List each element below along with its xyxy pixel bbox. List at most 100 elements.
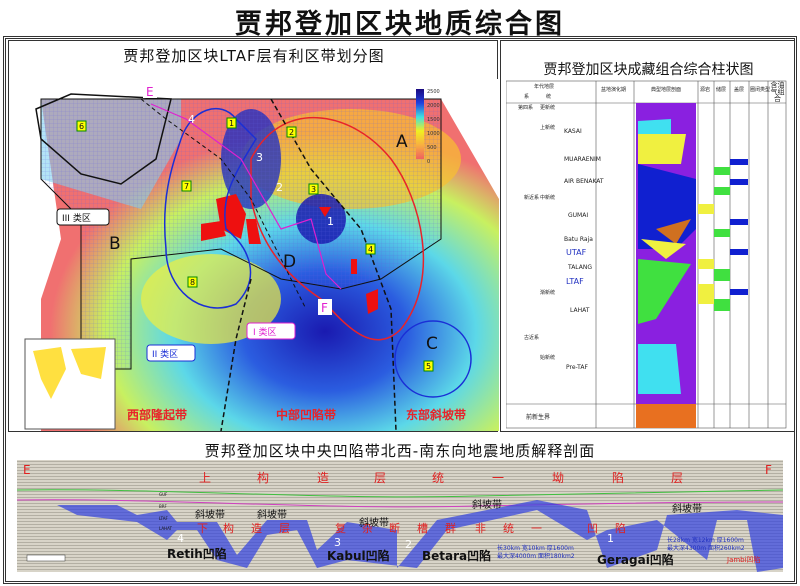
colorbar-tick: 2500 xyxy=(427,89,440,95)
upper-char: 统 xyxy=(432,471,444,485)
class1-label: I 类区 xyxy=(253,326,277,338)
header-basin: 盆地演化期 xyxy=(601,86,626,93)
section-end-e: E xyxy=(23,463,31,477)
belt-west: 西部隆起带 xyxy=(127,407,187,422)
horizon-label: LTAF xyxy=(159,516,169,521)
series-label: 始新统 xyxy=(540,354,555,361)
lower-char: 下 xyxy=(197,522,208,535)
lower-char: 层 xyxy=(279,522,290,535)
section-title: 贾邦登加区块中央凹陷带北西-南东向地震地质解释剖面 xyxy=(204,442,596,460)
upper-char: 上 xyxy=(199,471,211,485)
upper-char: 层 xyxy=(671,471,683,485)
depression-label: 3 xyxy=(256,151,263,164)
play-ltaf: LTAF xyxy=(566,277,584,286)
section-end-f-box xyxy=(318,299,332,315)
belt-boundary-east xyxy=(270,98,397,431)
upper-char: 层 xyxy=(374,471,386,485)
header-play: 含油气组合 xyxy=(770,81,785,103)
header-series: 统 xyxy=(546,93,551,100)
depression-name: Retih凹陷 xyxy=(167,546,227,561)
slope-label: 斜坡带 xyxy=(195,508,225,521)
geragai-info: 长28km 宽12km 厚1600m xyxy=(667,536,744,544)
belt-boundary-west xyxy=(220,278,252,431)
formation-talang: TALANG xyxy=(567,264,592,271)
upper-char: 造 xyxy=(317,471,329,485)
upper-char: 构 xyxy=(257,470,269,485)
depression-name: Geragai凹陷 xyxy=(597,552,674,567)
depression-name: Betara凹陷 xyxy=(422,548,491,563)
colorbar-tick: 2000 xyxy=(427,103,440,109)
pre-tertiary-label: 前新生界 xyxy=(526,413,550,421)
prospect-8: 8 xyxy=(190,278,195,287)
section-end-f: F xyxy=(321,301,328,315)
lower-char: 凹 xyxy=(587,522,598,535)
lower-char: 统 xyxy=(503,522,514,535)
formation-kasai: KASAI xyxy=(564,128,582,135)
section-end-e: E xyxy=(146,85,154,99)
upper-char: 陷 xyxy=(612,470,624,485)
prospect-3: 3 xyxy=(311,185,316,194)
lower-char: 非 xyxy=(475,522,486,535)
lower-char: 群 xyxy=(445,521,456,535)
lower-char: 槽 xyxy=(417,522,428,535)
header-chrono: 年代地层 xyxy=(534,83,554,90)
fault-line xyxy=(140,98,307,310)
colorbar xyxy=(416,89,424,159)
zone-label-d: D xyxy=(283,252,296,272)
belt-central: 中部凹陷带 xyxy=(276,407,336,422)
class2-outline xyxy=(163,108,257,309)
high-area xyxy=(141,254,281,344)
zone-label-c: C xyxy=(426,334,438,354)
stratigraphic-column: 年代地层 系 统 盆地演化期 典型地层剖面 源岩 储层 盖层 圈闭类型 第四系 … xyxy=(506,80,787,429)
depression-number: 1 xyxy=(607,532,614,545)
horizon-pink xyxy=(17,499,783,508)
upper-sequence-label: 上 构 造 层 统 一 坳 陷 层 xyxy=(199,470,683,485)
formation-airbenakat: AIR BENAKAT xyxy=(564,178,604,185)
horizon-label: GUF xyxy=(159,492,168,497)
system-label: 新近系 xyxy=(524,194,539,201)
jambi-label: Jambi凹陷 xyxy=(726,555,761,564)
system-label: 古近系 xyxy=(524,334,539,341)
lower-char: 陷 xyxy=(615,521,626,535)
slope-label: 斜坡带 xyxy=(472,498,502,511)
depression-label: 2 xyxy=(276,181,283,194)
lithology-profile xyxy=(636,103,696,428)
colorbar-tick: 0 xyxy=(427,159,430,165)
prospect-4: 4 xyxy=(368,245,373,254)
class1-callout xyxy=(246,322,296,340)
betara-info: 最大深4000m 面积180km2 xyxy=(497,552,575,560)
class3-label: III 类区 xyxy=(62,212,91,224)
header-trap: 圈闭类型 xyxy=(750,86,770,93)
class2-label: II 类区 xyxy=(152,348,178,360)
header-reservoir: 储层 xyxy=(716,86,726,93)
upper-char: 一 xyxy=(492,471,504,485)
slope-labels: 斜坡带 斜坡带 斜坡带 斜坡带 斜坡带 xyxy=(195,498,702,529)
formation-muaraenim: MUARAENIM xyxy=(564,156,601,163)
prospect-2: 2 xyxy=(289,128,294,137)
series-label: 中新统 xyxy=(540,194,555,201)
header-source: 源岩 xyxy=(700,86,710,93)
formation-lahat: LAHAT xyxy=(570,307,590,314)
horizon-label: LAHAT xyxy=(159,526,172,531)
map-title: 贾邦登加区块LTAF层有利区带划分图 xyxy=(123,47,385,65)
series-label: 更新统 xyxy=(540,104,555,111)
depression-number: 3 xyxy=(334,536,341,549)
depression-label: 1 xyxy=(327,215,334,228)
inset-blocks xyxy=(33,347,106,399)
prospect-1: 1 xyxy=(229,119,234,128)
class2-callout xyxy=(146,344,196,362)
stratigraphic-column-panel: 贾邦登加区块成藏组合综合柱状图 年代地层 系 统 盆地演化期 典型地层剖面 源岩… xyxy=(500,40,795,432)
horizon-green xyxy=(17,489,783,498)
lower-sequence-label: 下 构 造 层 复 杂 断 槽 群 非 统 一 凹 陷 xyxy=(197,521,626,535)
lower-char: 一 xyxy=(531,522,542,535)
lower-sequence-fill xyxy=(57,500,783,572)
upper-char: 坳 xyxy=(552,471,564,485)
slope-label: 斜坡带 xyxy=(257,508,287,521)
lower-char: 造 xyxy=(251,521,262,535)
lower-char: 构 xyxy=(223,521,234,535)
class3-callout xyxy=(56,208,110,226)
colorbar-tick: 500 xyxy=(427,145,437,151)
depression-number: 2 xyxy=(405,538,412,551)
colorbar-tick: 1500 xyxy=(427,117,440,123)
class3-outline xyxy=(35,93,172,185)
